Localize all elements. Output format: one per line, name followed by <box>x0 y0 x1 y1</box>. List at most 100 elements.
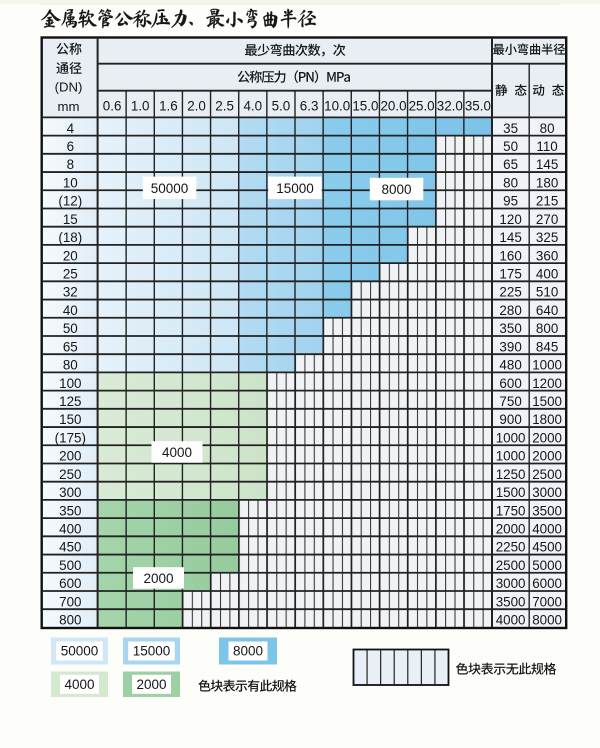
svg-text:1000: 1000 <box>532 358 562 373</box>
svg-text:8000: 8000 <box>233 644 263 659</box>
svg-text:20: 20 <box>63 248 78 263</box>
svg-text:(175): (175) <box>55 430 86 445</box>
svg-text:25: 25 <box>63 267 78 282</box>
svg-text:10.0: 10.0 <box>324 99 350 114</box>
svg-text:7000: 7000 <box>532 594 562 609</box>
svg-text:4000: 4000 <box>532 522 562 537</box>
svg-text:400: 400 <box>59 522 81 537</box>
svg-text:225: 225 <box>499 285 521 300</box>
svg-text:mm: mm <box>58 99 80 114</box>
svg-text:6: 6 <box>67 139 74 154</box>
svg-text:325: 325 <box>536 230 558 245</box>
svg-text:15000: 15000 <box>133 644 171 659</box>
svg-text:215: 215 <box>536 194 558 209</box>
svg-text:25.0: 25.0 <box>409 99 435 114</box>
svg-text:350: 350 <box>499 321 521 336</box>
svg-text:1250: 1250 <box>496 467 526 482</box>
svg-text:20.0: 20.0 <box>380 99 406 114</box>
svg-text:1000: 1000 <box>496 430 526 445</box>
svg-text:1.0: 1.0 <box>131 99 150 114</box>
svg-text:32.0: 32.0 <box>437 99 463 114</box>
svg-text:4000: 4000 <box>64 677 94 692</box>
svg-text:300: 300 <box>59 485 81 500</box>
svg-text:4.0: 4.0 <box>243 99 262 114</box>
svg-text:145: 145 <box>499 230 521 245</box>
svg-text:1200: 1200 <box>532 376 562 391</box>
svg-text:640: 640 <box>536 303 558 318</box>
svg-text:35: 35 <box>503 121 518 136</box>
svg-text:700: 700 <box>59 594 81 609</box>
svg-text:(DN): (DN) <box>55 80 83 95</box>
svg-text:4500: 4500 <box>532 540 562 555</box>
svg-text:350: 350 <box>59 503 81 518</box>
svg-text:2250: 2250 <box>496 540 526 555</box>
svg-text:360: 360 <box>536 248 558 263</box>
svg-text:(12): (12) <box>58 194 82 209</box>
svg-text:1800: 1800 <box>532 412 562 427</box>
svg-text:390: 390 <box>499 339 521 354</box>
svg-text:160: 160 <box>499 248 521 263</box>
svg-text:15: 15 <box>63 212 78 227</box>
svg-text:40: 40 <box>63 303 78 318</box>
svg-text:50000: 50000 <box>151 181 189 196</box>
svg-text:3500: 3500 <box>532 503 562 518</box>
svg-text:3500: 3500 <box>496 594 526 609</box>
svg-text:750: 750 <box>499 394 521 409</box>
svg-text:500: 500 <box>59 558 81 573</box>
svg-text:2000: 2000 <box>532 449 562 464</box>
svg-text:65: 65 <box>63 339 78 354</box>
svg-text:4000: 4000 <box>162 445 192 460</box>
svg-text:175: 175 <box>499 267 521 282</box>
svg-text:2000: 2000 <box>136 677 166 692</box>
svg-text:2000: 2000 <box>532 430 562 445</box>
svg-text:80: 80 <box>63 358 78 373</box>
svg-text:8000: 8000 <box>532 613 562 628</box>
svg-text:65: 65 <box>503 157 518 172</box>
svg-text:35.0: 35.0 <box>465 99 491 114</box>
svg-text:32: 32 <box>63 285 78 300</box>
svg-text:600: 600 <box>59 576 81 591</box>
svg-text:280: 280 <box>499 303 521 318</box>
svg-text:5.0: 5.0 <box>272 99 291 114</box>
svg-text:3000: 3000 <box>532 485 562 500</box>
svg-text:845: 845 <box>536 339 558 354</box>
svg-text:6000: 6000 <box>532 576 562 591</box>
svg-text:2.5: 2.5 <box>215 99 234 114</box>
svg-text:800: 800 <box>536 321 558 336</box>
svg-text:1.6: 1.6 <box>159 99 178 114</box>
svg-text:10: 10 <box>63 175 78 190</box>
svg-text:15.0: 15.0 <box>352 99 378 114</box>
svg-text:2.0: 2.0 <box>187 99 206 114</box>
svg-text:110: 110 <box>536 139 557 154</box>
svg-text:2000: 2000 <box>496 522 526 537</box>
svg-text:80: 80 <box>503 175 518 190</box>
svg-text:80: 80 <box>540 121 555 136</box>
svg-text:125: 125 <box>59 394 81 409</box>
svg-text:2500: 2500 <box>496 558 526 573</box>
svg-text:150: 150 <box>59 412 81 427</box>
svg-text:5000: 5000 <box>532 558 562 573</box>
svg-text:0.6: 0.6 <box>103 99 122 114</box>
svg-text:600: 600 <box>499 376 521 391</box>
svg-text:800: 800 <box>59 613 81 628</box>
svg-text:250: 250 <box>59 467 81 482</box>
svg-text:400: 400 <box>536 267 558 282</box>
svg-text:50: 50 <box>63 321 78 336</box>
svg-text:1000: 1000 <box>496 449 526 464</box>
svg-text:120: 120 <box>499 212 521 227</box>
svg-text:6.3: 6.3 <box>300 99 319 114</box>
svg-text:1500: 1500 <box>532 394 562 409</box>
svg-text:145: 145 <box>536 157 558 172</box>
svg-text:4: 4 <box>67 121 75 136</box>
svg-text:480: 480 <box>499 358 521 373</box>
svg-text:510: 510 <box>536 285 558 300</box>
svg-text:100: 100 <box>59 376 81 391</box>
svg-text:2500: 2500 <box>532 467 562 482</box>
svg-text:(18): (18) <box>58 230 82 245</box>
svg-text:50000: 50000 <box>61 644 99 659</box>
svg-text:900: 900 <box>499 412 521 427</box>
svg-text:450: 450 <box>59 540 81 555</box>
svg-text:180: 180 <box>536 175 558 190</box>
svg-text:15000: 15000 <box>276 181 314 196</box>
svg-text:3000: 3000 <box>496 576 526 591</box>
